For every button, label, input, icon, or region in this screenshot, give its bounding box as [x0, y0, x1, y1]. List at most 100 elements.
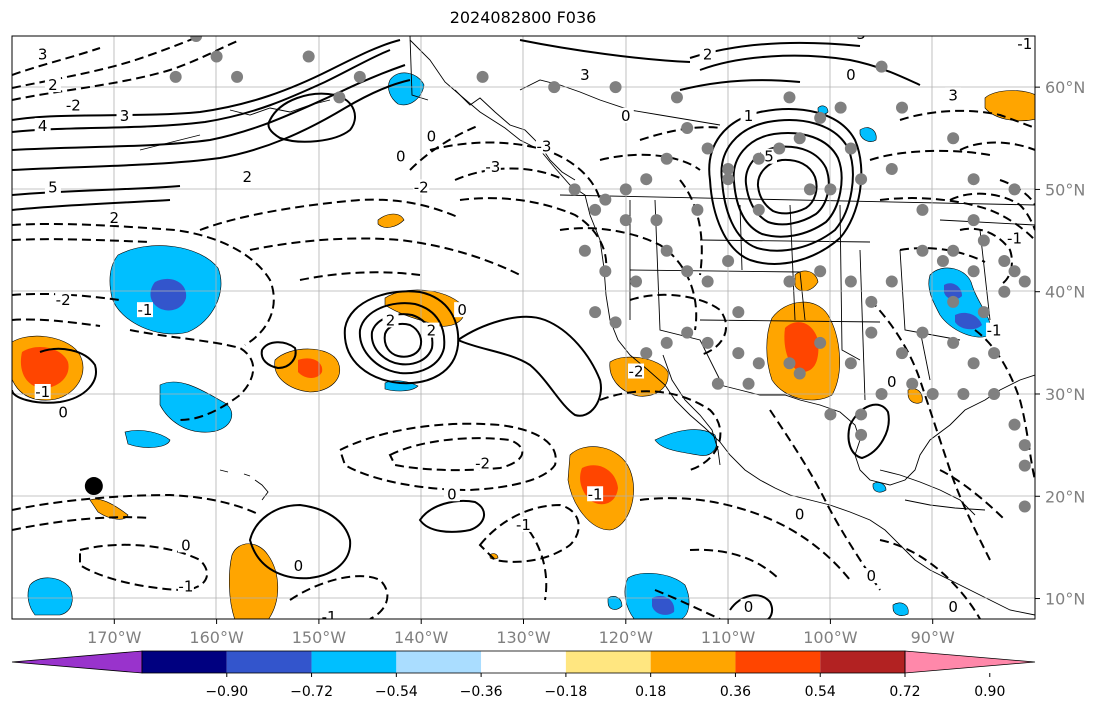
station-marker: [834, 101, 847, 114]
contour-label-bg: [945, 598, 962, 614]
station-marker: [231, 70, 244, 83]
contour-labels: 32-243522-2-10-10-10-100-2-3220-20-1-1-2…: [34, 25, 1033, 619]
station-marker: [977, 306, 990, 319]
station-marker: [793, 132, 806, 145]
contour-label-bg: [842, 66, 859, 82]
station-marker: [998, 255, 1011, 268]
lon-tick-label: 90°W: [911, 628, 955, 647]
gridlines: [12, 36, 1035, 619]
colorbar-frame: [141, 650, 906, 674]
station-marker: [1018, 500, 1031, 513]
contour-label: 0: [58, 403, 68, 421]
contour-label-bg: [65, 97, 82, 113]
station-marker: [353, 70, 366, 83]
lat-tick-label: 10°N: [1045, 590, 1085, 609]
contour-label-bg: [321, 609, 338, 619]
station-marker: [752, 203, 765, 216]
station-marker: [947, 244, 960, 257]
station-marker: [752, 357, 765, 370]
station-marker: [701, 336, 714, 349]
station-marker: [476, 70, 489, 83]
contour-label-bg: [34, 118, 51, 134]
station-marker: [865, 326, 878, 339]
station-marker: [824, 183, 837, 196]
contour-label-bg: [699, 46, 716, 62]
longitude-ticks: 170°W 160°W 150°W 140°W 130°W 120°W 110°W 100°W…: [87, 619, 955, 647]
contour-label-bg: [413, 179, 430, 195]
contour-label: 2: [243, 168, 253, 186]
contour-label: 3: [120, 107, 130, 125]
station-marker: [589, 203, 602, 216]
station-marker: [1018, 459, 1031, 472]
station-marker: [824, 408, 837, 421]
colorbar-label: 0.36: [720, 684, 751, 700]
contour-label-bg: [423, 322, 440, 338]
contour-label-bg: [740, 107, 757, 123]
lat-tick-label: 50°N: [1045, 180, 1085, 199]
station-marker: [578, 244, 591, 257]
station-marker: [630, 275, 643, 288]
station-marker: [722, 162, 735, 175]
contour-label-bg: [454, 302, 471, 318]
station-marker: [1008, 183, 1021, 196]
contour-label-bg: [136, 302, 153, 318]
station-marker: [681, 265, 694, 278]
station-marker: [568, 183, 581, 196]
contour-label: 4: [38, 117, 48, 135]
colorbar-segment: [565, 651, 651, 673]
colorbar-segment: [142, 651, 227, 673]
contour-label: -2: [56, 291, 71, 309]
station-marker: [773, 142, 786, 155]
station-marker: [814, 336, 827, 349]
contour-label: 5: [48, 178, 58, 196]
contour-label-bg: [392, 148, 409, 164]
contour-label: 2: [703, 45, 713, 63]
contour-label: 3: [580, 66, 590, 84]
station-marker: [169, 70, 182, 83]
contour-label: 0: [744, 598, 754, 616]
contour-label-bg: [44, 179, 61, 195]
contour-label-bg: [177, 537, 194, 553]
station-marker: [681, 122, 694, 135]
station-marker: [814, 111, 827, 124]
contour-label-bg: [515, 516, 532, 532]
contours-solid: [12, 39, 921, 619]
contour-label-bg: [44, 77, 61, 93]
station-marker: [701, 142, 714, 155]
station-marker: [609, 81, 622, 94]
station-marker: [844, 142, 857, 155]
station-marker: [732, 306, 745, 319]
lon-tick-label: 160°W: [189, 628, 244, 647]
contour-label: 0: [181, 536, 191, 554]
station-marker: [916, 203, 929, 216]
station-marker: [988, 347, 1001, 360]
contour-label: -2: [414, 178, 429, 196]
station-marker: [640, 347, 653, 360]
contour-label-bg: [290, 557, 307, 573]
station-marker: [783, 275, 796, 288]
contour-label: 0: [795, 506, 805, 524]
contour-label: -2: [66, 97, 81, 115]
contour-label-bg: [34, 46, 51, 62]
station-marker: [701, 275, 714, 288]
contour-label: -1: [516, 516, 531, 534]
contour-label-bg: [1016, 36, 1033, 52]
contour-label-bg: [484, 158, 501, 174]
station-marker: [896, 101, 909, 114]
contour-label: 5: [856, 25, 866, 43]
contour-label: -3: [485, 158, 500, 176]
station-marker: [988, 387, 1001, 400]
station-marker: [640, 173, 653, 186]
colorbar-labels: −0.90 −0.72 −0.54 −0.36 −0.18 0.18 0.36 0.54 0.7…: [205, 673, 1005, 700]
contour-label-bg: [576, 66, 593, 82]
station-marker: [1018, 439, 1031, 452]
colorbar-label: −0.90: [205, 684, 248, 700]
lon-tick-label: 120°W: [599, 628, 654, 647]
station-marker: [1018, 275, 1031, 288]
contour-label: 0: [621, 107, 631, 125]
station-marker: [619, 183, 632, 196]
station-marker: [1008, 265, 1021, 278]
station-marker: [752, 152, 765, 165]
station-marker: [619, 214, 632, 227]
contour-label-bg: [945, 87, 962, 103]
